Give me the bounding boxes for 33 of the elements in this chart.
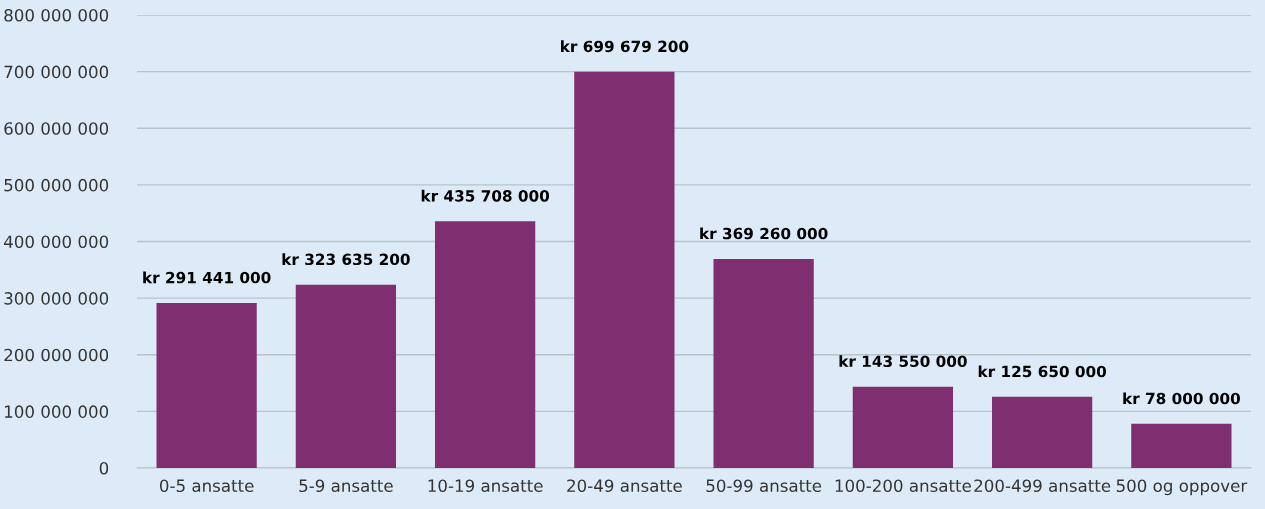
bar [295,284,397,468]
data-label: kr 369 260 000 [700,227,828,240]
data-label: kr 78 000 000 [1123,392,1240,405]
y-tick-label: 200 000 000 [4,348,109,362]
bar [435,221,536,468]
x-tick-label: 200-499 ansatte [974,479,1111,493]
x-tick-label: 20-49 ansatte [567,479,682,493]
x-tick-label: 5-9 ansatte [299,479,393,493]
bar [713,258,814,468]
y-tick-label: 300 000 000 [4,292,109,305]
bar [1131,423,1232,468]
bar [852,386,953,468]
data-label: kr 291 441 000 [143,271,271,284]
data-label: kr 699 679 200 [561,40,689,53]
data-label: kr 143 550 000 [839,355,967,368]
y-tick-label: 500 000 000 [4,178,109,192]
data-label: kr 323 635 200 [282,253,410,266]
y-tick-label: 0 [99,461,109,475]
bar [991,396,1093,468]
y-tick-label: 600 000 000 [4,122,109,135]
bar [156,302,257,468]
y-tick-label: 100 000 000 [5,405,109,418]
bar [574,71,675,468]
y-tick-label: 700 000 000 [4,65,109,79]
y-tick-label: 400 000 000 [4,235,109,249]
y-tick-label: 800 000 000 [4,8,109,22]
data-label: kr 435 708 000 [421,189,550,202]
x-tick-label: 100-200 ansatte [835,479,971,493]
x-tick-label: 0-5 ansatte [159,479,254,493]
data-label: kr 125 650 000 [978,365,1107,378]
x-tick-label: 50-99 ansatte [706,479,822,493]
x-tick-label: 10-19 ansatte [428,479,543,493]
x-tick-label: 500 og oppover [1116,479,1248,496]
